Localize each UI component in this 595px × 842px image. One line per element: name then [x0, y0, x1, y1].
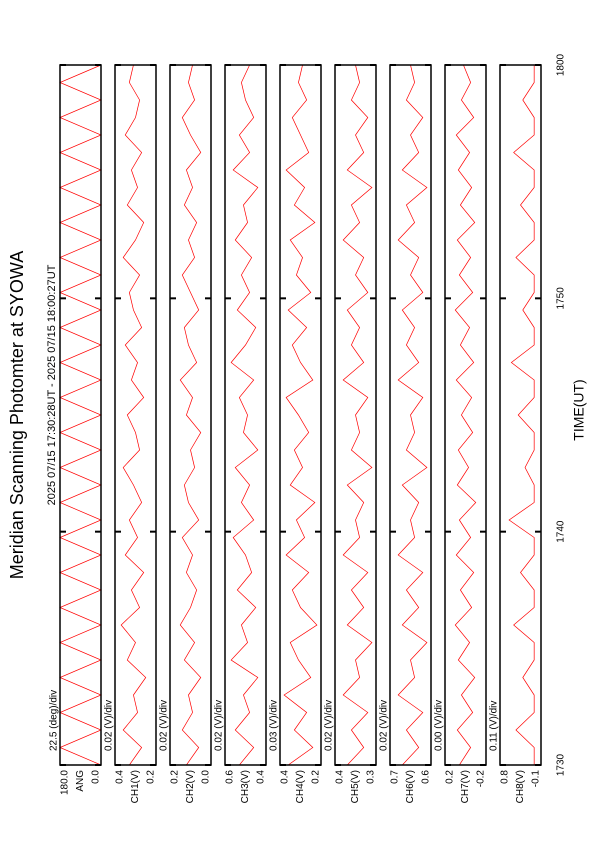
panel-frame: [389, 64, 432, 766]
x-tick-label: 1730: [556, 753, 567, 776]
panel-frame: [59, 64, 102, 766]
panel-frame: [114, 64, 157, 766]
panel-frame: [444, 64, 487, 766]
y-tick-label: 0.6: [225, 770, 236, 784]
chart-subtitle: 2025 07/15 17:30:28UT - 2025 07/15 18:00…: [46, 264, 58, 505]
scale-label: 0.02 (V)/div: [104, 700, 115, 751]
channel-label: ANG: [75, 770, 86, 792]
x-axis-label: TIME(UT): [571, 379, 587, 440]
data-line: [179, 64, 202, 766]
y-tick-label: -0.2: [476, 770, 487, 788]
y-tick-label: 0.2: [146, 770, 157, 784]
scale-label: 0.02 (V)/div: [214, 700, 225, 751]
x-tick-label: 1800: [556, 53, 567, 76]
channel-label: CH1(V): [130, 770, 141, 803]
y-tick-label: 0.4: [280, 770, 291, 784]
chart-title: Meridian Scanning Photomter at SYOWA: [7, 251, 27, 579]
panel-frame: [279, 64, 322, 766]
channel-label: CH2(V): [185, 770, 196, 803]
channel-label: CH8(V): [515, 770, 526, 803]
y-tick-label: 0.6: [421, 770, 432, 784]
y-tick-label: 0.2: [170, 770, 181, 784]
scale-label: 0.02 (V)/div: [379, 700, 390, 751]
data-line: [230, 64, 259, 766]
x-tick-label: 1740: [556, 520, 567, 543]
y-tick-label: 0.7: [390, 770, 401, 784]
channel-label: CH6(V): [405, 770, 416, 803]
panel-frame: [334, 64, 377, 766]
y-tick-label: 0.0: [91, 770, 102, 784]
data-line: [120, 64, 147, 766]
data-line: [283, 64, 318, 766]
plot-area: Meridian Scanning Photomter at SYOWA 202…: [7, 53, 587, 803]
y-tick-label: 0.8: [500, 770, 511, 784]
panel-frame: [224, 64, 267, 766]
scale-label: 0.03 (V)/div: [269, 700, 280, 751]
y-tick-label: 180.0: [60, 770, 71, 795]
y-tick-label: 0.2: [445, 770, 456, 784]
channel-label: CH7(V): [460, 770, 471, 803]
scale-label: 0.02 (V)/div: [159, 700, 170, 751]
y-tick-label: 0.0: [201, 770, 212, 784]
data-line: [508, 65, 535, 765]
y-tick-label: 0.4: [335, 770, 346, 784]
y-tick-label: -0.1: [531, 770, 542, 788]
y-tick-label: 0.4: [256, 770, 267, 784]
data-line: [397, 64, 428, 766]
y-tick-label: 0.4: [115, 770, 126, 784]
scale-label: 22.5 (deg)/div: [49, 690, 60, 751]
scale-label: 0.02 (V)/div: [324, 700, 335, 751]
data-line: [454, 64, 477, 766]
y-tick-label: 0.2: [311, 770, 322, 784]
scale-label: 0.00 (V)/div: [434, 700, 445, 751]
channel-label: CH4(V): [295, 770, 306, 803]
channel-label: CH3(V): [240, 770, 251, 803]
panel-frame: [169, 64, 212, 766]
panel-frame: [499, 64, 542, 766]
x-tick-label: 1750: [556, 287, 567, 310]
y-tick-label: 0.3: [366, 770, 377, 784]
data-line: [59, 64, 102, 766]
channel-label: CH5(V): [350, 770, 361, 803]
scale-label: 0.11 (V)/div: [489, 701, 500, 751]
data-line: [342, 64, 373, 766]
